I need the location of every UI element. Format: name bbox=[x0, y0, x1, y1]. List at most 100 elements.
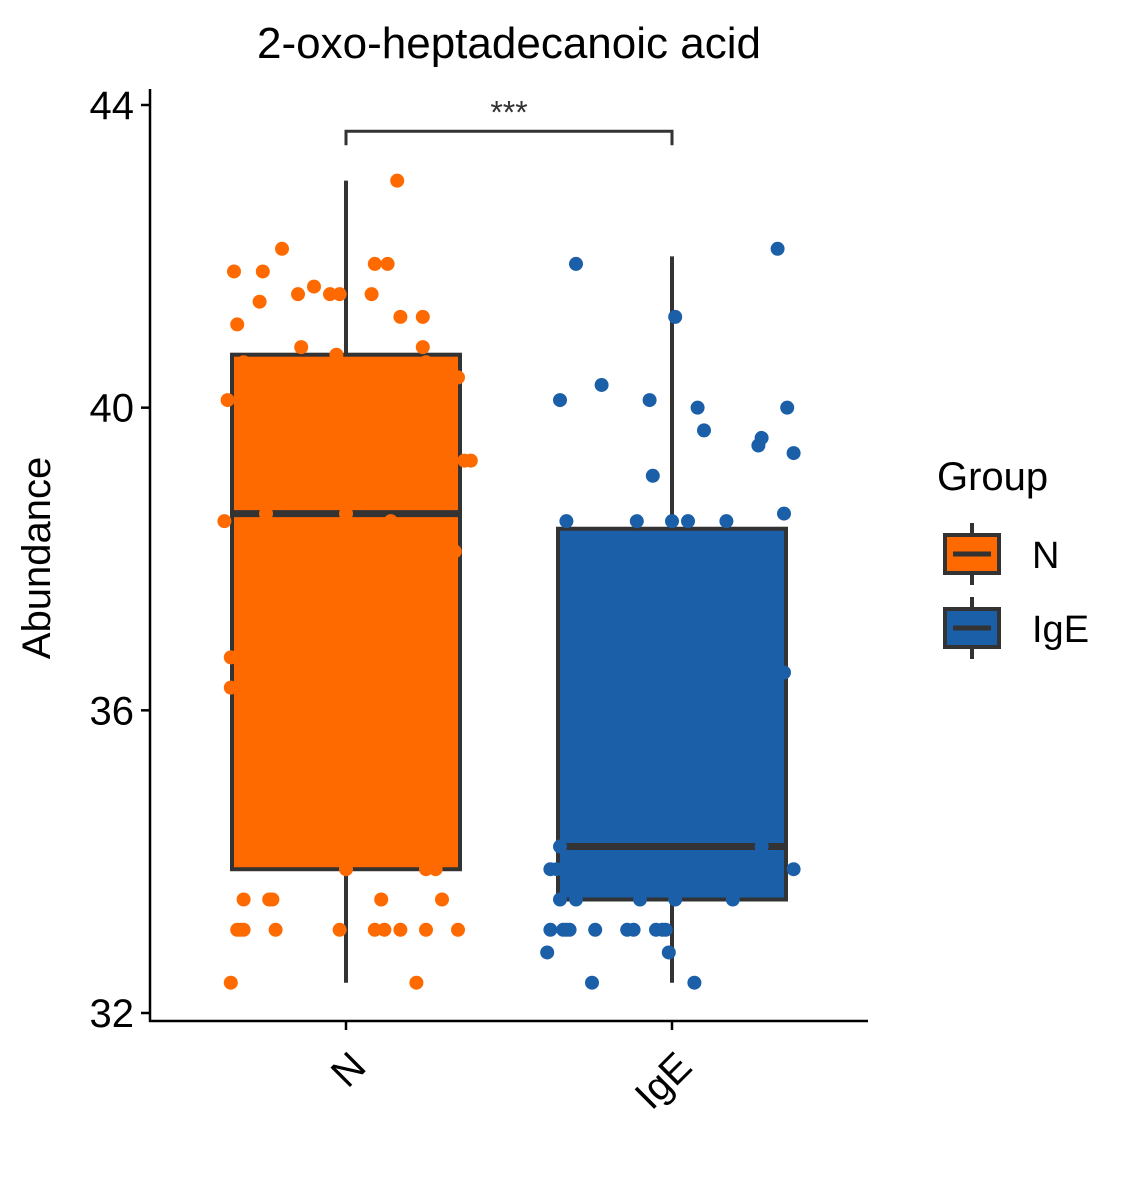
y-tick-label: 44 bbox=[90, 84, 135, 128]
data-point-N bbox=[383, 514, 398, 529]
chart-title: 2-oxo-heptadecanoic acid bbox=[257, 19, 761, 68]
data-point-IgE bbox=[633, 892, 647, 907]
data-point-N bbox=[236, 355, 251, 370]
data-point-N bbox=[419, 862, 433, 877]
data-point-N bbox=[236, 892, 251, 907]
data-point-N bbox=[419, 355, 433, 370]
data-point-N bbox=[268, 922, 283, 937]
box-IgE bbox=[556, 526, 788, 902]
data-point-IgE bbox=[553, 892, 567, 907]
data-point-N bbox=[220, 393, 235, 408]
significance-label: *** bbox=[490, 94, 527, 130]
legend: Group N IgE bbox=[937, 455, 1089, 659]
data-point-IgE bbox=[719, 514, 734, 529]
data-point-N bbox=[415, 309, 430, 324]
data-point-N bbox=[367, 256, 382, 271]
boxes bbox=[230, 180, 788, 983]
data-point-N bbox=[275, 241, 289, 256]
data-point-N bbox=[329, 347, 344, 362]
data-point-N bbox=[291, 287, 305, 302]
data-point-N bbox=[374, 892, 389, 907]
data-point-IgE bbox=[588, 922, 603, 937]
data-point-IgE bbox=[786, 446, 801, 461]
data-point-N bbox=[409, 975, 424, 990]
y-tick-label: 32 bbox=[90, 992, 135, 1036]
data-point-N bbox=[367, 922, 382, 937]
y-axis-title: Abundance bbox=[15, 457, 59, 659]
data-point-IgE bbox=[668, 309, 683, 324]
data-point-IgE bbox=[629, 514, 644, 529]
data-point-IgE bbox=[725, 892, 740, 907]
data-point-N bbox=[451, 370, 465, 385]
data-point-N bbox=[393, 922, 408, 937]
data-point-N bbox=[364, 287, 379, 302]
data-point-IgE bbox=[569, 256, 583, 271]
data-point-IgE bbox=[562, 922, 577, 937]
data-point-N bbox=[223, 975, 238, 990]
data-point-N bbox=[230, 317, 245, 332]
data-point-IgE bbox=[780, 400, 795, 415]
data-point-IgE bbox=[754, 839, 769, 854]
data-point-N bbox=[339, 514, 353, 529]
legend-title: Group bbox=[937, 455, 1048, 499]
data-point-N bbox=[236, 922, 251, 937]
data-point-IgE bbox=[770, 241, 785, 256]
data-point-N bbox=[223, 680, 238, 695]
data-point-N bbox=[265, 892, 280, 907]
data-point-IgE bbox=[754, 430, 769, 445]
data-point-N bbox=[380, 256, 395, 271]
data-point-IgE bbox=[626, 922, 641, 937]
data-point-N bbox=[332, 922, 347, 937]
x-tick-label: IgE bbox=[627, 1044, 701, 1118]
box-N bbox=[230, 352, 462, 872]
data-point-IgE bbox=[690, 400, 705, 415]
data-point-IgE bbox=[543, 922, 558, 937]
data-point-IgE bbox=[594, 377, 609, 392]
data-point-IgE bbox=[540, 945, 555, 960]
data-point-N bbox=[377, 922, 392, 937]
data-point-IgE bbox=[658, 922, 673, 937]
data-point-N bbox=[252, 294, 267, 309]
x-tick-label: N bbox=[323, 1044, 375, 1096]
data-point-N bbox=[393, 309, 408, 324]
data-point-N bbox=[294, 340, 309, 355]
data-point-N bbox=[217, 514, 232, 529]
data-point-N bbox=[227, 264, 241, 279]
data-point-N bbox=[463, 453, 478, 468]
data-point-N bbox=[435, 892, 449, 907]
data-point-IgE bbox=[697, 423, 711, 438]
legend-label-N: N bbox=[1032, 535, 1059, 577]
data-point-IgE bbox=[645, 468, 660, 483]
data-points bbox=[217, 173, 801, 990]
data-point-N bbox=[339, 862, 353, 877]
data-point-N bbox=[419, 922, 433, 937]
data-point-N bbox=[447, 544, 462, 559]
y-tick-label: 40 bbox=[90, 387, 135, 431]
data-point-N bbox=[259, 506, 273, 521]
data-point-N bbox=[307, 279, 321, 294]
data-point-IgE bbox=[665, 514, 679, 529]
data-point-IgE bbox=[553, 393, 567, 408]
legend-label-IgE: IgE bbox=[1032, 609, 1089, 651]
data-point-IgE bbox=[661, 945, 676, 960]
y-tick-label: 36 bbox=[90, 689, 135, 733]
data-point-IgE bbox=[777, 506, 791, 521]
significance-bracket: *** bbox=[344, 94, 674, 146]
data-point-IgE bbox=[642, 393, 657, 408]
data-point-IgE bbox=[668, 892, 683, 907]
data-point-IgE bbox=[559, 514, 574, 529]
data-point-N bbox=[415, 340, 430, 355]
data-point-N bbox=[255, 264, 270, 279]
data-point-N bbox=[428, 862, 443, 877]
data-point-N bbox=[323, 287, 337, 302]
data-point-N bbox=[332, 287, 347, 302]
data-point-IgE bbox=[786, 862, 801, 877]
data-point-IgE bbox=[777, 665, 791, 680]
data-point-N bbox=[223, 650, 238, 665]
data-point-IgE bbox=[569, 892, 583, 907]
axes: 32 36 40 44 N IgE bbox=[90, 84, 868, 1118]
significance-line bbox=[344, 129, 674, 146]
data-point-IgE bbox=[549, 862, 564, 877]
data-point-N bbox=[451, 922, 465, 937]
data-point-IgE bbox=[585, 975, 599, 990]
